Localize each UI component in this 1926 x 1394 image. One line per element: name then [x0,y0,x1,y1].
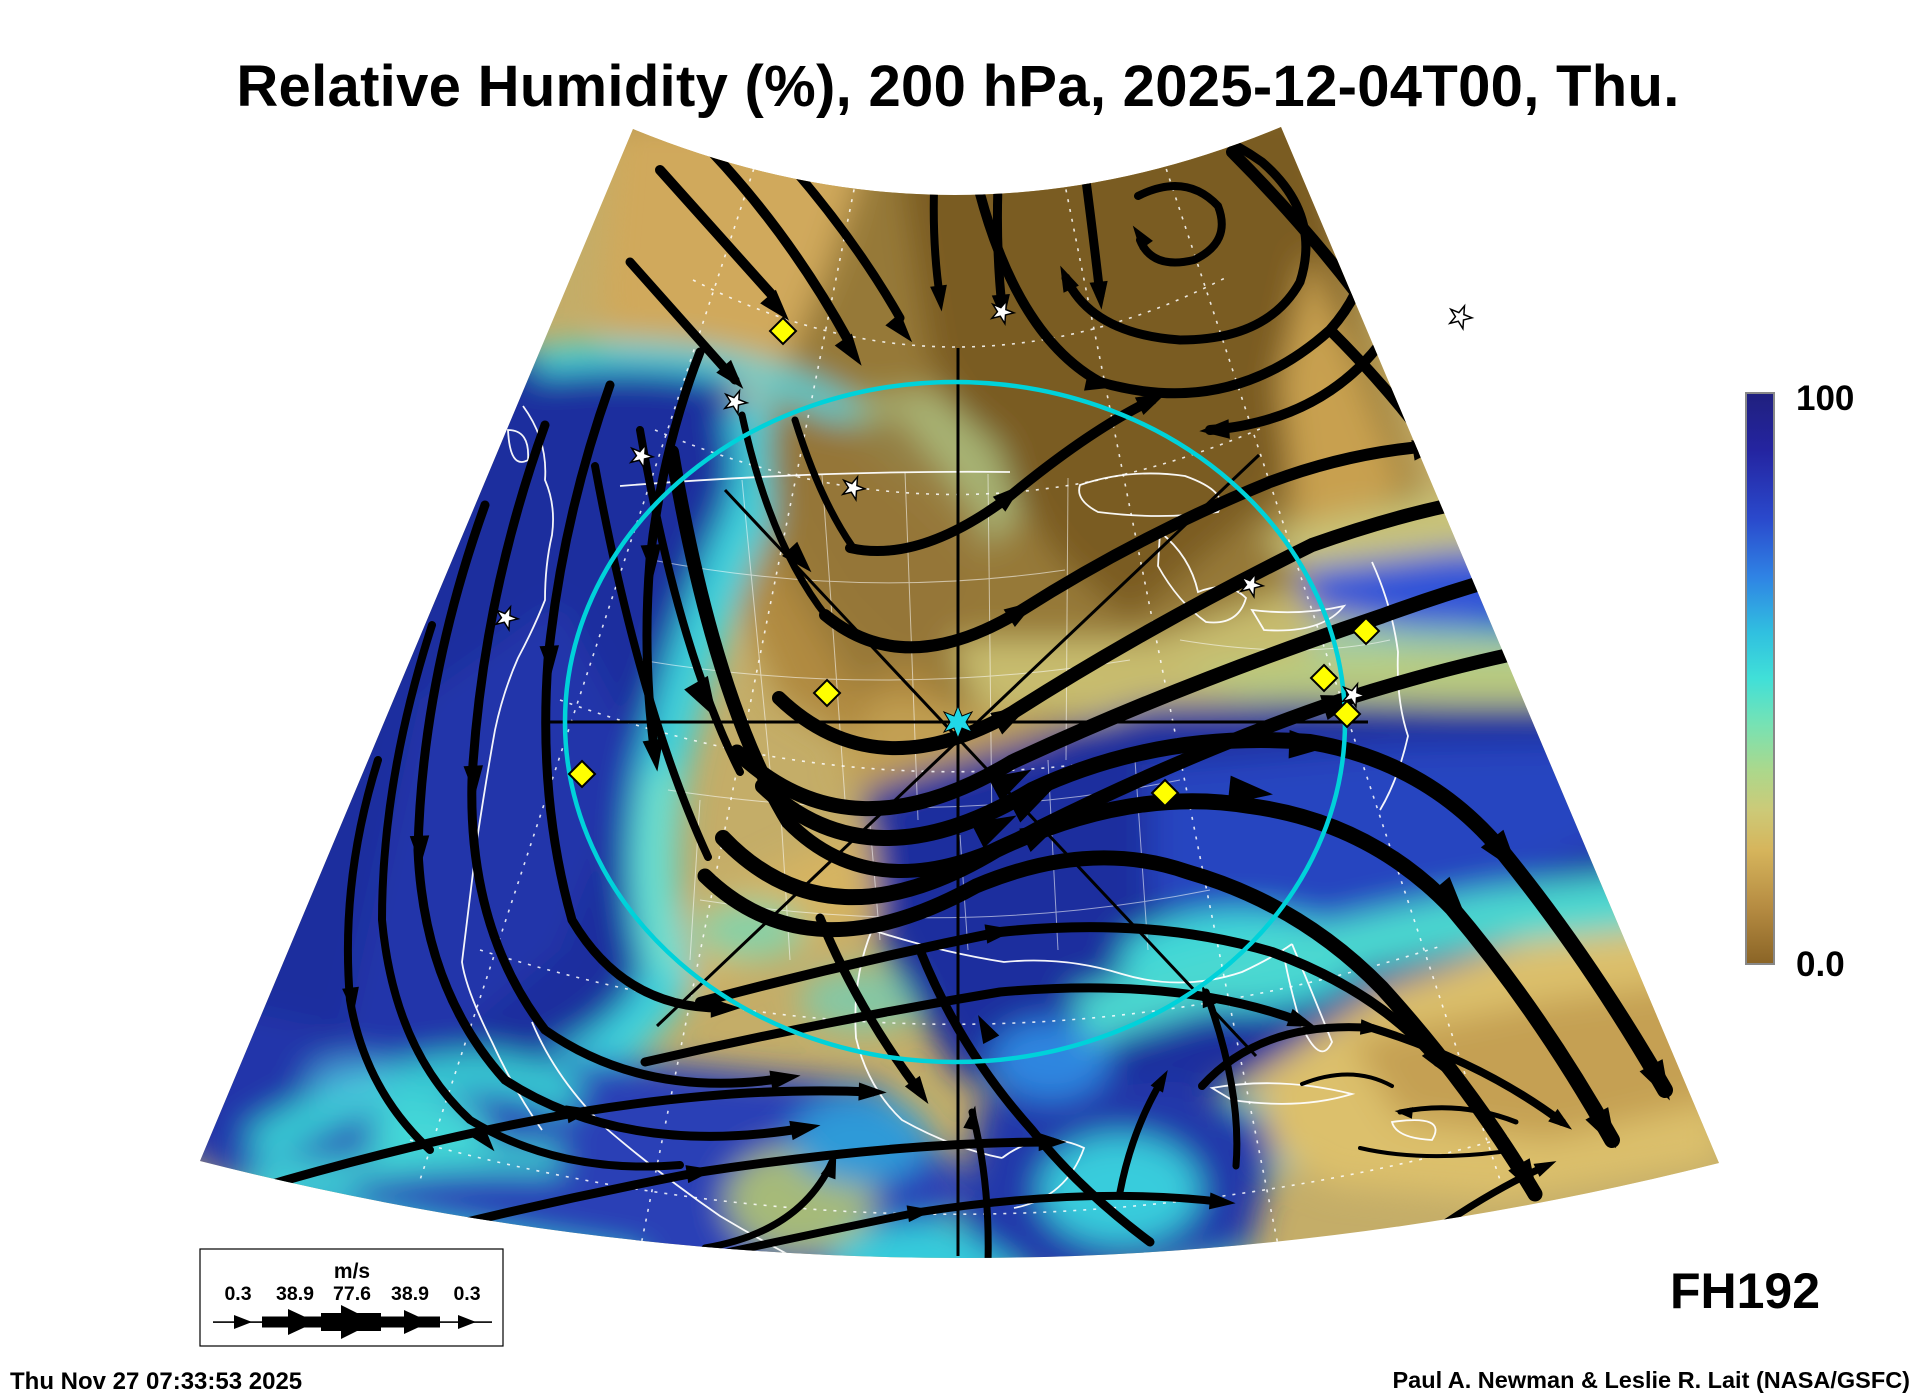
svg-text:77.6: 77.6 [333,1283,371,1305]
svg-text:Relative Humidity (%), 200 hPa: Relative Humidity (%), 200 hPa, 2025-12-… [236,54,1679,119]
svg-text:0.0: 0.0 [1796,945,1845,984]
svg-text:38.9: 38.9 [391,1283,429,1305]
svg-text:m/s: m/s [334,1260,370,1283]
svg-text:100: 100 [1796,379,1854,418]
svg-text:Paul A. Newman & Leslie R. Lai: Paul A. Newman & Leslie R. Lait (NASA/GS… [1392,1367,1910,1393]
svg-text:0.3: 0.3 [224,1283,251,1305]
svg-text:0.3: 0.3 [453,1283,480,1305]
svg-text:Thu Nov 27 07:33:53 2025: Thu Nov 27 07:33:53 2025 [10,1368,302,1394]
svg-text:38.9: 38.9 [276,1283,314,1305]
svg-text:FH192: FH192 [1670,1263,1820,1319]
